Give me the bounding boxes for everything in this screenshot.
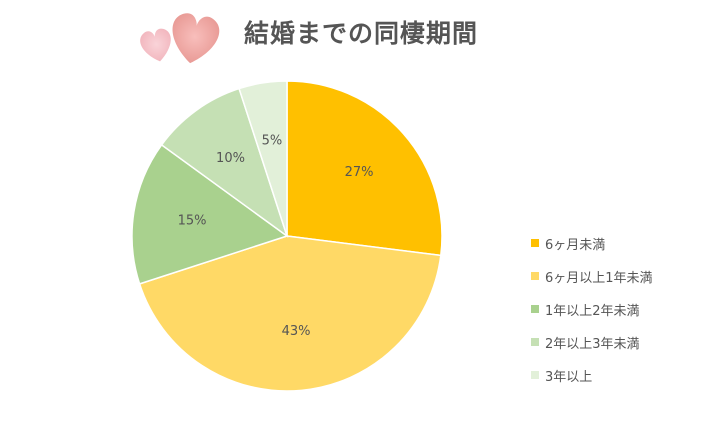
legend-item-2: 6ヶ月以上1年未満	[531, 265, 653, 287]
data-label-5: 5%	[262, 134, 283, 149]
legend-swatch	[531, 371, 539, 379]
legend: 6ヶ月未満 6ヶ月以上1年未満 1年以上2年未満 2年以上3年未満 3年以上	[531, 232, 653, 397]
legend-swatch	[531, 239, 539, 247]
pie-slice-4	[160, 87, 289, 238]
chart-title: 結婚までの同棲期間	[244, 19, 479, 48]
pie-slice-3	[131, 143, 289, 285]
legend-swatch	[531, 338, 539, 346]
legend-label: 1年以上2年未満	[545, 303, 640, 319]
data-label-3: 15%	[178, 213, 207, 228]
legend-swatch	[531, 272, 539, 280]
pie-slice-2	[138, 235, 442, 392]
data-label-2: 43%	[282, 324, 311, 339]
legend-label: 6ヶ月未満	[545, 237, 606, 253]
data-label-1: 27%	[345, 165, 374, 180]
pie-slice-1	[286, 80, 443, 257]
legend-label: 2年以上3年未満	[545, 336, 640, 352]
legend-swatch	[531, 305, 539, 313]
pie-slice-5	[238, 80, 288, 237]
legend-item-5: 3年以上	[531, 364, 653, 386]
legend-label: 3年以上	[545, 369, 593, 385]
legend-item-1: 6ヶ月未満	[531, 232, 653, 254]
legend-item-4: 2年以上3年未満	[531, 331, 653, 353]
legend-label: 6ヶ月以上1年未満	[545, 270, 653, 286]
data-label-4: 10%	[216, 151, 245, 166]
hearts-icon	[140, 13, 220, 64]
legend-item-3: 1年以上2年未満	[531, 298, 653, 320]
